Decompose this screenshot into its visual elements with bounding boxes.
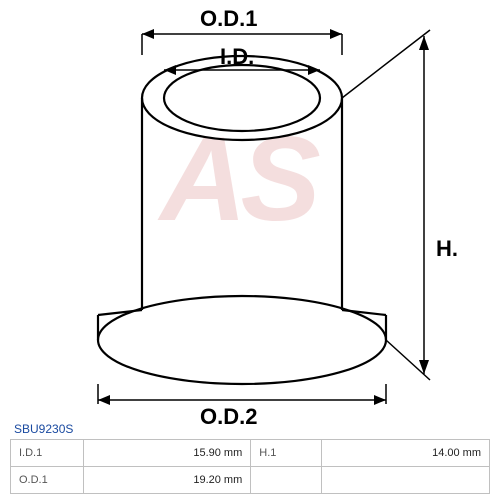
table-row: I.D.1 15.90 mm H.1 14.00 mm: [11, 440, 490, 467]
label-od2: O.D.2: [200, 404, 257, 430]
dimension-table: I.D.1 15.90 mm H.1 14.00 mm O.D.1 19.20 …: [10, 439, 490, 494]
cell-label: I.D.1: [11, 440, 84, 467]
cell-label: O.D.1: [11, 467, 84, 494]
diagram-canvas: AS: [0, 0, 500, 500]
cell-value: 15.90 mm: [83, 440, 251, 467]
cell-value: 19.20 mm: [83, 467, 251, 494]
label-h: H.: [436, 236, 458, 262]
cell-value: 14.00 mm: [322, 440, 490, 467]
part-number: SBU9230S: [14, 422, 73, 436]
table-row: O.D.1 19.20 mm: [11, 467, 490, 494]
cell-label: H.1: [251, 440, 322, 467]
label-id: I.D.: [220, 44, 254, 70]
cell-label: [251, 467, 322, 494]
label-od1: O.D.1: [200, 6, 257, 32]
cell-value: [322, 467, 490, 494]
